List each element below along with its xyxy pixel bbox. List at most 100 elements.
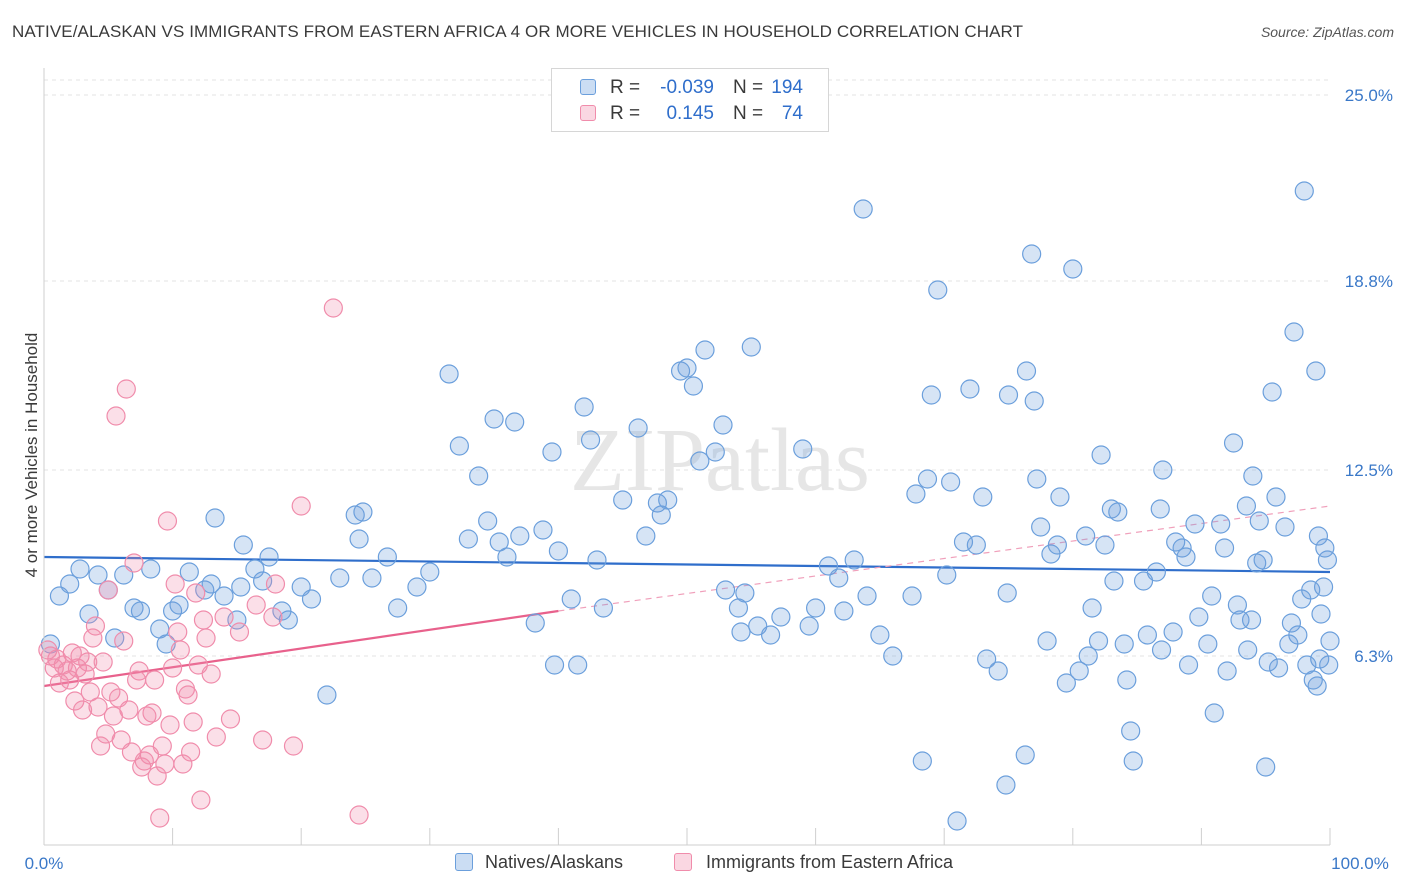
immigrants-point [72, 700, 93, 720]
natives-point [998, 385, 1019, 405]
natives-point [542, 442, 562, 462]
immigrants-point [88, 697, 108, 717]
immigrants-point [265, 574, 286, 594]
natives-point [713, 415, 733, 435]
natives-point [695, 340, 715, 360]
immigrants-point [170, 640, 190, 660]
natives-point [977, 649, 997, 669]
immigrants-point [85, 616, 106, 636]
natives-point [533, 520, 553, 540]
natives-point [407, 577, 427, 597]
series-label-natives: Natives/Alaskans [485, 852, 624, 872]
natives-point [715, 580, 736, 600]
immigrants-point [323, 298, 343, 318]
immigrants-point [191, 790, 211, 810]
immigrants-point [283, 736, 304, 756]
natives-point [912, 751, 932, 771]
immigrants-point [98, 580, 118, 600]
series-swatch-natives [455, 853, 473, 871]
natives-point [1056, 673, 1076, 693]
natives-point [1306, 361, 1326, 381]
immigrants-point [157, 511, 178, 531]
natives-point [1198, 634, 1218, 654]
natives-point [362, 568, 382, 588]
natives-point [1294, 181, 1314, 201]
natives-point [1024, 391, 1044, 411]
natives-point [1176, 547, 1196, 567]
immigrants-point [220, 709, 241, 729]
immigrants-point [93, 652, 113, 672]
y-tick-label: 6.3% [1354, 647, 1393, 666]
y-tick-label: 18.8% [1345, 272, 1393, 291]
natives-point [330, 568, 350, 588]
natives-point [613, 490, 633, 510]
natives-point [1178, 655, 1199, 675]
y-axis-label: 4 or more Vehicles in Household [22, 333, 41, 578]
natives-point [870, 625, 890, 645]
y-tick-label: 12.5% [1345, 461, 1393, 480]
natives-point [70, 559, 90, 579]
immigrants-point [155, 754, 175, 774]
natives-point [1015, 745, 1035, 765]
natives-point [1227, 595, 1248, 615]
natives-point [353, 502, 373, 522]
source-credit: Source: ZipAtlas.com [1260, 24, 1394, 40]
natives-point [1253, 550, 1273, 570]
immigrants-trend-extension [558, 505, 1331, 612]
immigrants-point [147, 766, 167, 786]
natives-point [799, 616, 819, 636]
series-swatch-immigrants [674, 853, 692, 871]
immigrants-point [349, 805, 369, 825]
natives-point [1114, 634, 1134, 654]
immigrants-point [291, 496, 311, 516]
natives-point [1050, 487, 1070, 507]
natives-point [1146, 562, 1166, 582]
natives-point [941, 472, 961, 492]
natives-point [683, 376, 704, 396]
immigrants-point [160, 715, 180, 735]
natives-point [1031, 517, 1051, 537]
natives-point [1313, 577, 1334, 597]
immigrants-point [201, 664, 221, 684]
immigrants-point [101, 682, 121, 702]
natives-point [79, 604, 99, 624]
natives-point [169, 595, 189, 615]
natives-point [1202, 586, 1222, 606]
legend-n-value: 74 [781, 103, 803, 124]
immigrants-point [253, 730, 273, 750]
natives-point [1268, 658, 1289, 678]
legend-r-value: 0.145 [666, 103, 714, 124]
natives-point [349, 529, 369, 549]
immigrants-point [150, 808, 170, 828]
immigrants-point [186, 583, 206, 603]
natives-point [677, 358, 697, 378]
immigrants-point [106, 406, 126, 426]
natives-point [1292, 589, 1312, 609]
immigrants-point [142, 703, 162, 723]
immigrants-point [119, 700, 139, 720]
watermark: ZIPatlas [570, 411, 870, 510]
natives-point [1266, 487, 1286, 507]
natives-point [1189, 607, 1209, 627]
natives-trend-line [43, 555, 1331, 574]
immigrants-point [206, 727, 226, 747]
immigrants-point [75, 664, 95, 684]
natives-point [1117, 670, 1137, 690]
immigrants-point [193, 610, 214, 630]
natives-point [921, 385, 941, 405]
natives-point [231, 577, 251, 597]
immigrants-point [168, 622, 188, 642]
natives-point [233, 535, 253, 555]
natives-point [458, 529, 478, 549]
natives-point [525, 613, 545, 633]
natives-point [439, 364, 459, 384]
natives-point [420, 562, 440, 582]
natives-point [853, 199, 873, 219]
natives-point [1279, 634, 1299, 654]
natives-point [883, 646, 903, 666]
natives-point [544, 655, 565, 675]
natives-point [388, 598, 408, 618]
immigrants-point [116, 379, 136, 399]
natives-point [741, 337, 761, 357]
natives-point [844, 550, 864, 570]
